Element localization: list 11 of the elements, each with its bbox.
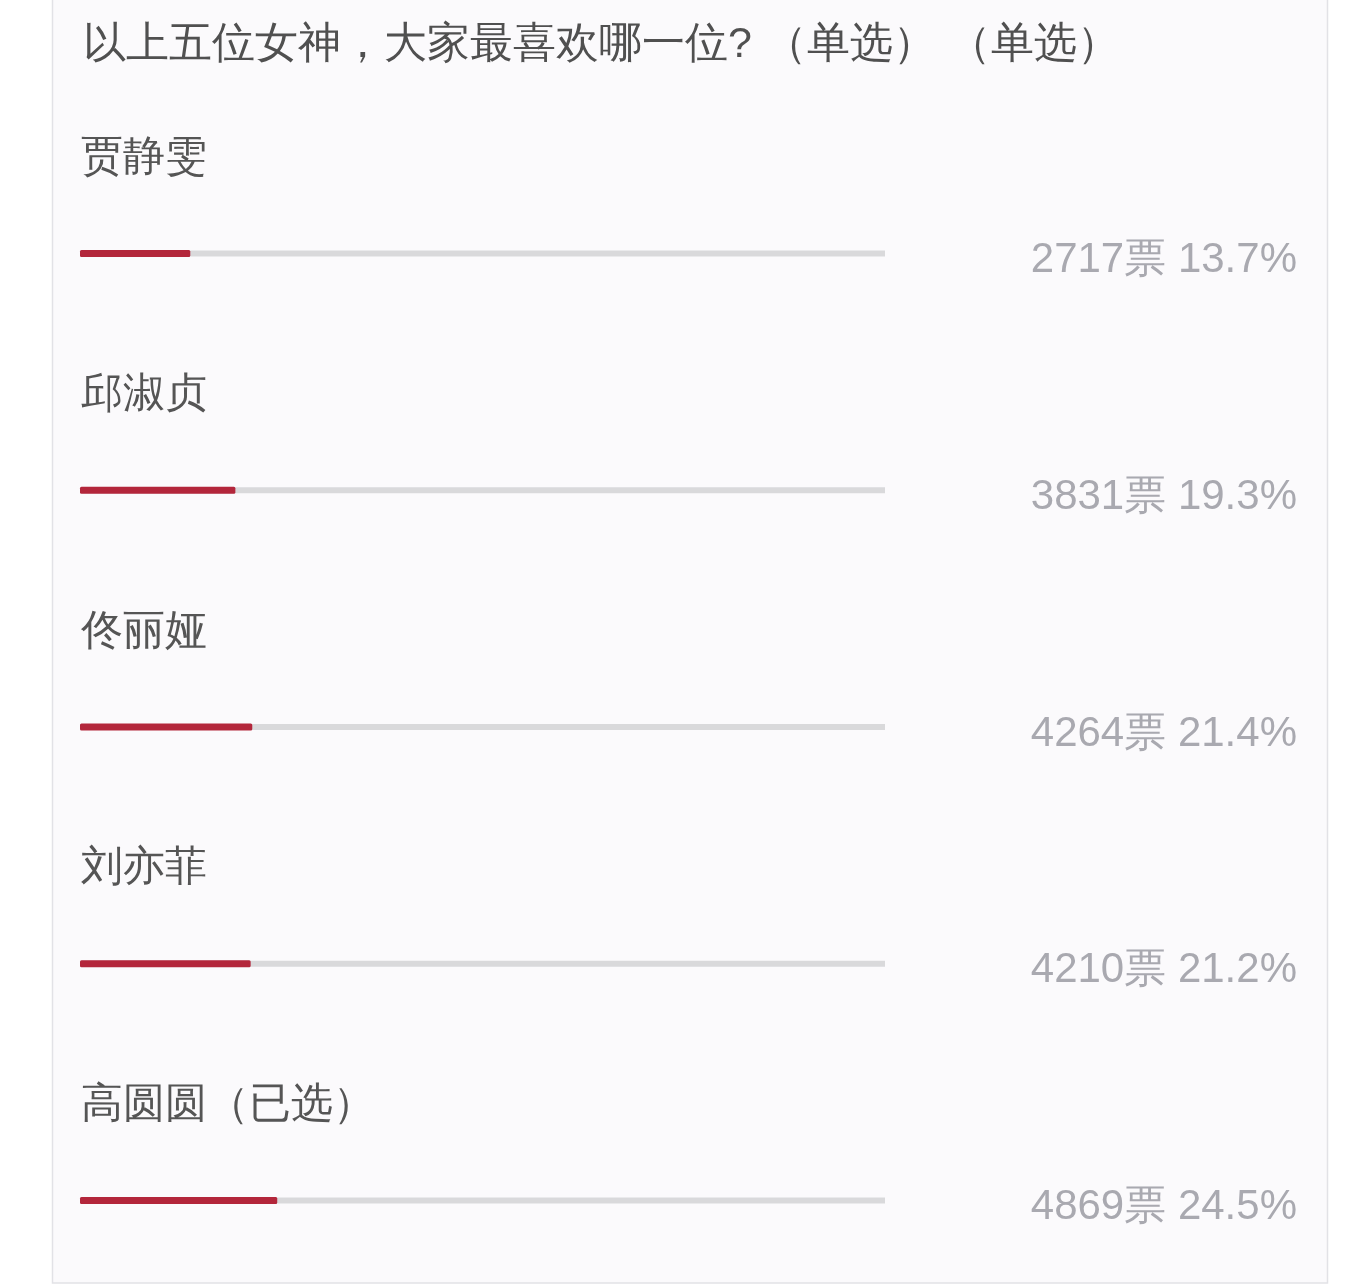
value-label: 2717票 13.7% [1030,234,1297,281]
value-label: 3831票 19.3% [1030,470,1297,518]
category-label: 佟丽娅 [81,605,207,653]
category-label: 高圆圆（已选） [81,1079,375,1126]
category-label: 刘亦菲 [81,842,207,890]
value-label: 4869票 24.5% [1030,1181,1297,1228]
category-label: 邱淑贞 [81,368,207,416]
value-label: 4210票 21.2% [1030,944,1297,992]
category-label: 贾静雯 [81,132,207,179]
title: 以上五位女神，大家最喜欢哪一位? （单选） （单选） [83,18,1120,66]
value-label: 4264票 21.4% [1030,707,1297,755]
